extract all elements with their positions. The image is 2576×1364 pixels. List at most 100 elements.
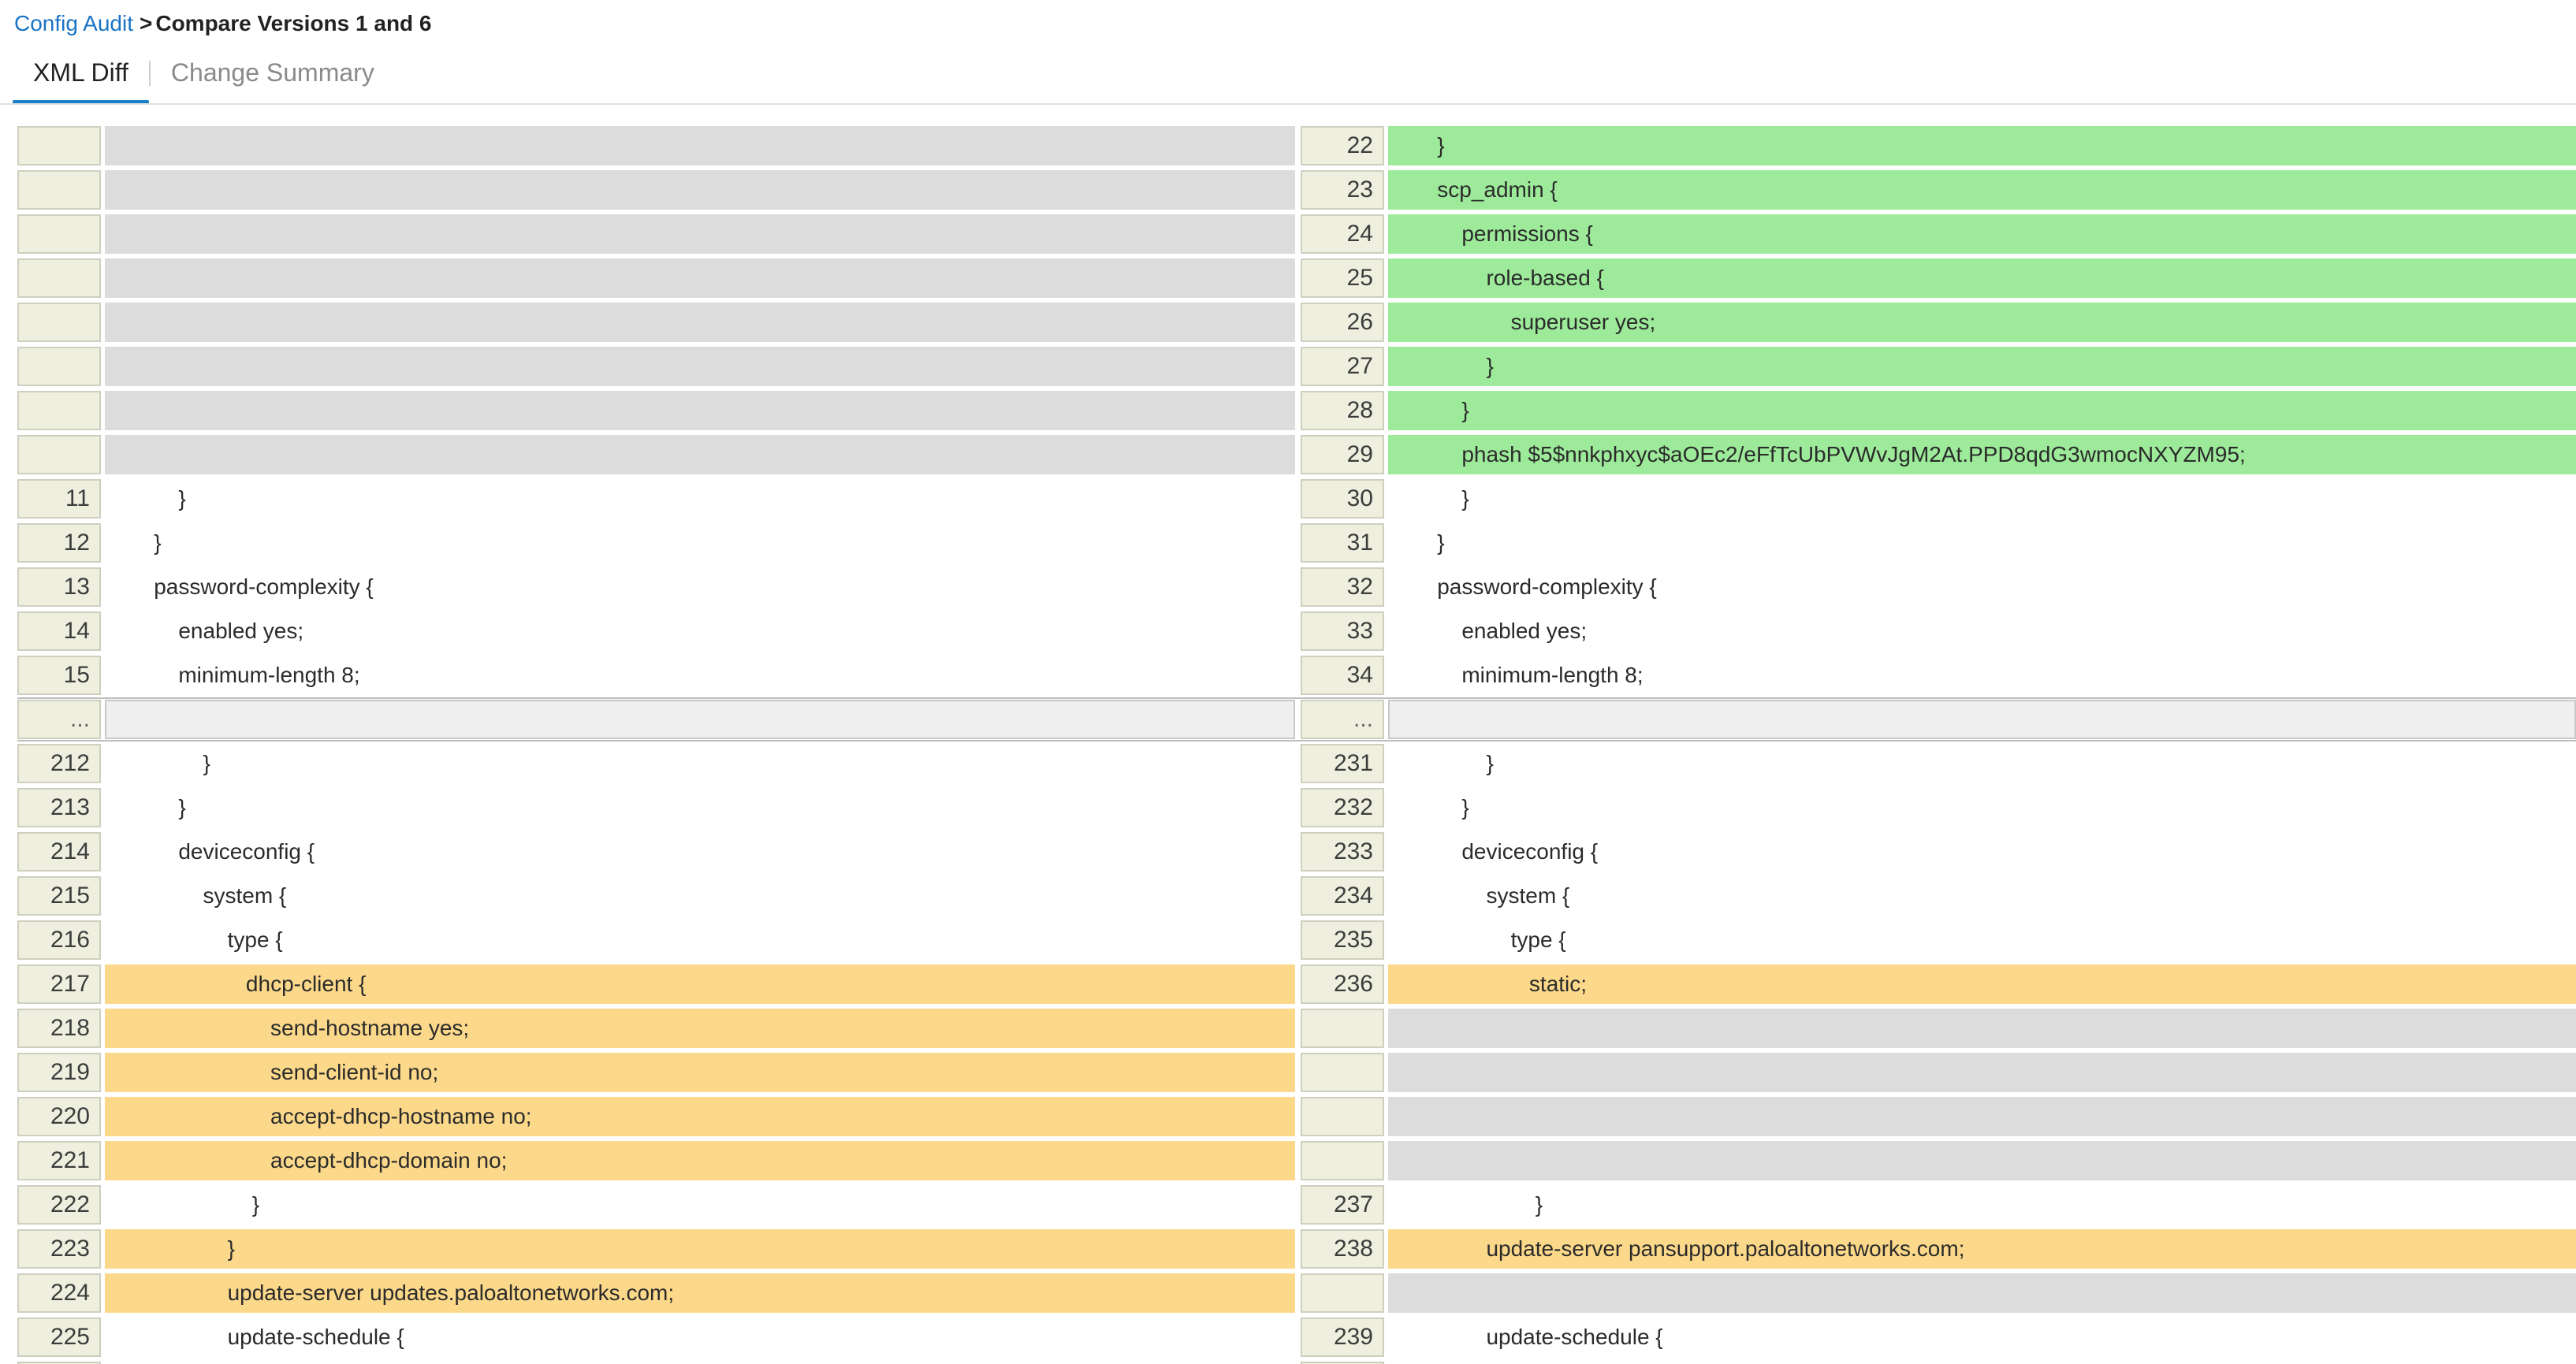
diff-row: 222 } 237 } xyxy=(0,1183,2576,1227)
right-line-number: 235 xyxy=(1301,920,1384,960)
diff-row: 223 } 238 update-server pansupport.paloal… xyxy=(0,1227,2576,1271)
left-code-line: deviceconfig { xyxy=(105,832,1295,872)
diff-row: 29 phash $5$nnkphxyc$aOEc2/eFfTcUbPVWvJg… xyxy=(0,433,2576,477)
left-code-line: } xyxy=(105,788,1295,827)
diff-row: 214 deviceconfig {233 deviceconfig { xyxy=(0,830,2576,874)
tab-bar: XML Diff Change Summary xyxy=(13,49,395,104)
right-code-line: threats { xyxy=(1388,1362,2576,1364)
left-line-number: 11 xyxy=(17,479,101,518)
tab-bar-divider xyxy=(0,103,2576,105)
left-code-line xyxy=(105,126,1295,165)
right-line-number: 24 xyxy=(1301,214,1384,254)
left-line-number: ... xyxy=(17,700,101,739)
left-line-number: 223 xyxy=(17,1229,101,1269)
left-line-number xyxy=(17,170,101,210)
right-code-line: } xyxy=(1388,479,2576,518)
diff-rows: 22 } 23 scp_admin {24 permissions {25 rol… xyxy=(0,124,2576,1364)
xml-diff-view[interactable]: 22 } 23 scp_admin {24 permissions {25 rol… xyxy=(0,105,2576,1364)
diff-row: 27 } xyxy=(0,344,2576,388)
tab-change-summary[interactable]: Change Summary xyxy=(170,58,374,87)
right-code-line: update-schedule { xyxy=(1388,1318,2576,1357)
diff-row: 219 send-client-id no; xyxy=(0,1050,2576,1095)
right-code-line: minimum-length 8; xyxy=(1388,656,2576,695)
right-code-line: static; xyxy=(1388,964,2576,1004)
right-code-line: role-based { xyxy=(1388,258,2576,298)
right-line-number: 30 xyxy=(1301,479,1384,518)
left-code-line xyxy=(105,214,1295,254)
left-code-line: accept-dhcp-domain no; xyxy=(105,1141,1295,1180)
diff-row: 213 } 232 } xyxy=(0,786,2576,830)
left-line-number: 222 xyxy=(17,1185,101,1225)
left-line-number: 13 xyxy=(17,567,101,607)
right-code-line: } xyxy=(1388,391,2576,430)
right-line-number: 27 xyxy=(1301,347,1384,386)
right-code-line: } xyxy=(1388,744,2576,783)
left-line-number: 226 xyxy=(17,1362,101,1364)
left-code-line xyxy=(105,347,1295,386)
left-code-line xyxy=(105,435,1295,474)
right-line-number xyxy=(1301,1141,1384,1180)
right-line-number: 233 xyxy=(1301,832,1384,872)
left-code-line xyxy=(105,700,1295,739)
right-code-line: enabled yes; xyxy=(1388,611,2576,651)
right-line-number: 234 xyxy=(1301,876,1384,916)
left-code-line: dhcp-client { xyxy=(105,964,1295,1004)
diff-row: 218 send-hostname yes; xyxy=(0,1006,2576,1050)
tab-xml-diff[interactable]: XML Diff xyxy=(13,49,149,104)
left-line-number: 215 xyxy=(17,876,101,916)
right-line-number xyxy=(1301,1009,1384,1048)
collapsed-lines-row[interactable]: ...... xyxy=(0,697,2576,741)
right-code-line xyxy=(1388,1097,2576,1136)
left-line-number: 225 xyxy=(17,1318,101,1357)
right-line-number: 232 xyxy=(1301,788,1384,827)
right-code-line: system { xyxy=(1388,876,2576,916)
right-line-number: 32 xyxy=(1301,567,1384,607)
left-code-line: } xyxy=(105,1185,1295,1225)
right-code-line xyxy=(1388,1009,2576,1048)
right-line-number xyxy=(1301,1273,1384,1313)
left-code-line: send-hostname yes; xyxy=(105,1009,1295,1048)
left-code-line: } xyxy=(105,523,1295,563)
breadcrumb-link-config-audit[interactable]: Config Audit xyxy=(14,11,133,35)
left-line-number: 216 xyxy=(17,920,101,960)
diff-row: 216 type {235 type { xyxy=(0,918,2576,962)
left-code-line: threats { xyxy=(105,1362,1295,1364)
left-line-number: 219 xyxy=(17,1053,101,1092)
left-line-number xyxy=(17,347,101,386)
left-code-line xyxy=(105,391,1295,430)
diff-row: 226 threats {240 threats { xyxy=(0,1359,2576,1364)
left-line-number: 214 xyxy=(17,832,101,872)
right-code-line: phash $5$nnkphxyc$aOEc2/eFfTcUbPVWvJgM2A… xyxy=(1388,435,2576,474)
left-code-line: } xyxy=(105,479,1295,518)
left-code-line: } xyxy=(105,744,1295,783)
right-code-line: } xyxy=(1388,523,2576,563)
right-code-line: permissions { xyxy=(1388,214,2576,254)
diff-row: 224 update-server updates.paloaltonetwor… xyxy=(0,1271,2576,1315)
right-code-line xyxy=(1388,1053,2576,1092)
left-code-line xyxy=(105,170,1295,210)
diff-row: 22 } xyxy=(0,124,2576,168)
left-code-line: system { xyxy=(105,876,1295,916)
right-line-number: 25 xyxy=(1301,258,1384,298)
left-code-line: minimum-length 8; xyxy=(105,656,1295,695)
diff-row: 13 password-complexity {32 password-comp… xyxy=(0,565,2576,609)
diff-row: 215 system {234 system { xyxy=(0,874,2576,918)
left-code-line: enabled yes; xyxy=(105,611,1295,651)
diff-row: 220 accept-dhcp-hostname no; xyxy=(0,1095,2576,1139)
left-line-number: 220 xyxy=(17,1097,101,1136)
left-line-number: 15 xyxy=(17,656,101,695)
diff-row: 212 } 231 } xyxy=(0,741,2576,786)
left-line-number: 213 xyxy=(17,788,101,827)
left-code-line: type { xyxy=(105,920,1295,960)
left-line-number: 14 xyxy=(17,611,101,651)
right-line-number: 236 xyxy=(1301,964,1384,1004)
right-line-number: 231 xyxy=(1301,744,1384,783)
right-code-line: deviceconfig { xyxy=(1388,832,2576,872)
left-line-number: 12 xyxy=(17,523,101,563)
diff-row: 15 minimum-length 8; 34 minimum-length 8; xyxy=(0,653,2576,697)
left-line-number: 212 xyxy=(17,744,101,783)
diff-row: 25 role-based { xyxy=(0,256,2576,300)
right-code-line: superuser yes; xyxy=(1388,303,2576,342)
tab-divider xyxy=(148,61,151,86)
right-code-line: } xyxy=(1388,1185,2576,1225)
